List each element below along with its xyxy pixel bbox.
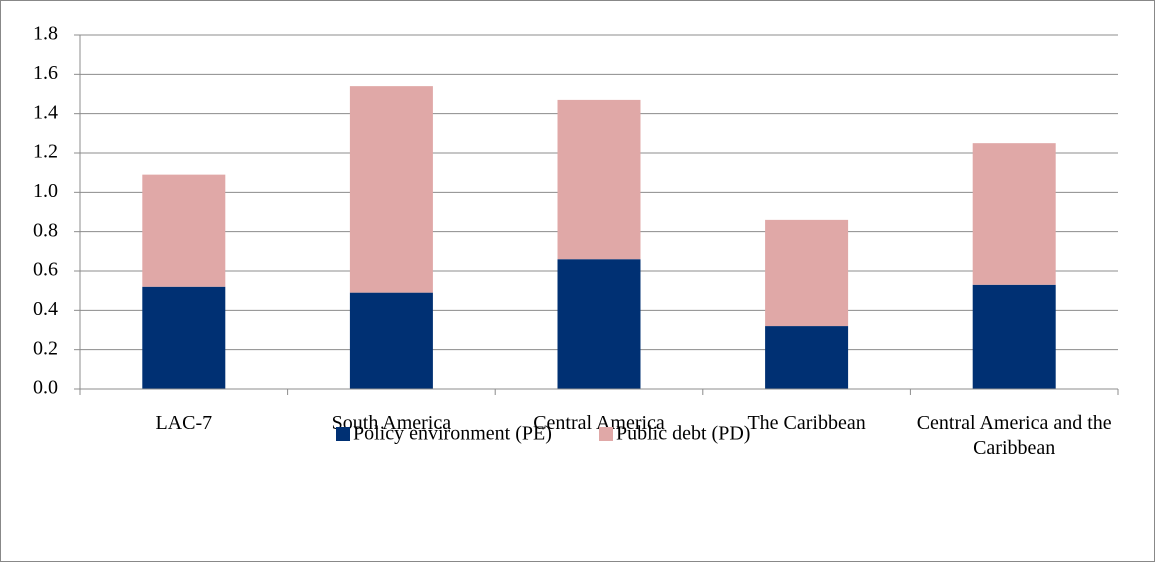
legend-swatch (599, 427, 613, 441)
bar-segment (557, 259, 641, 389)
y-tick-label: 0.8 (33, 219, 58, 241)
x-tick-label: LAC-7 (155, 412, 213, 434)
x-tick-label-box: South America (331, 412, 452, 434)
y-tick-label: 0.4 (33, 298, 58, 320)
legend-swatch (336, 427, 350, 441)
x-tick-label: The Caribbean (747, 412, 866, 434)
legend-label: Public debt (PD) (616, 423, 750, 445)
bar-segment (972, 284, 1056, 389)
legend-label: Policy environment (PE) (353, 423, 552, 445)
x-tick-label: Central America and the Caribbean (916, 412, 1112, 459)
bar-segment (349, 86, 433, 293)
x-tick-label-box: Central America and the Caribbean (916, 412, 1112, 459)
x-tick-label-box: LAC-7 (155, 412, 213, 434)
bar-segment (142, 286, 226, 389)
y-tick-label: 1.0 (33, 180, 58, 202)
bar-segment (557, 99, 641, 260)
x-tick-label: South America (331, 412, 452, 434)
x-tick-label-box: The Caribbean (747, 412, 866, 434)
y-tick-label: 1.4 (33, 101, 58, 123)
bar-segment (972, 143, 1056, 285)
y-tick-label: 0.2 (33, 337, 58, 359)
bar-segment (765, 219, 849, 327)
bar-segment (142, 174, 226, 287)
y-tick-label: 0.6 (33, 259, 58, 281)
y-tick-label: 1.2 (33, 141, 58, 163)
bar-segment (349, 292, 433, 389)
x-tick-label-box: Central America (533, 412, 665, 434)
x-tick-label: Central America (533, 412, 665, 434)
bar-segment (765, 326, 849, 389)
y-tick-label: 0.0 (33, 377, 58, 399)
y-tick-label: 1.8 (33, 23, 58, 45)
y-tick-label: 1.6 (33, 62, 58, 84)
